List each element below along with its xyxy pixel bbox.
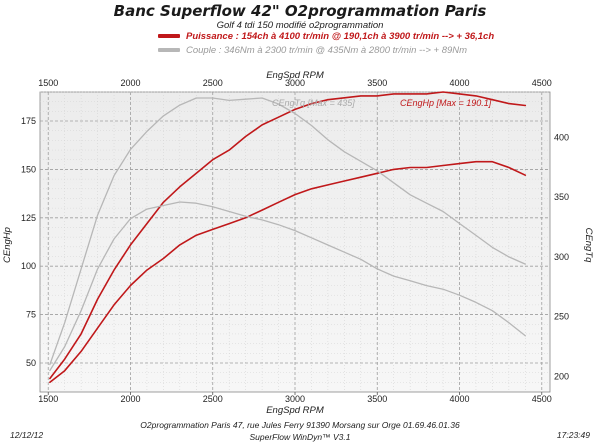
- x-tick-bottom-2000: 2000: [120, 394, 140, 404]
- x-axis-label-top: EngSpd RPM: [266, 70, 324, 81]
- x-tick-top-2000: 2000: [120, 78, 140, 88]
- footer-time: 17:23:49: [556, 430, 590, 440]
- series-line-2: [49, 97, 526, 366]
- y-left-tick-125: 125: [21, 213, 36, 223]
- x-tick-top-3500: 3500: [367, 78, 387, 88]
- curves: [49, 91, 527, 384]
- x-tick-top-4500: 4500: [532, 78, 552, 88]
- grid-lines: [40, 91, 550, 392]
- legend-swatch-power: [158, 34, 180, 39]
- x-tick-bottom-4500: 4500: [532, 394, 552, 404]
- x-tick-top-2500: 2500: [203, 78, 223, 88]
- y-right-tick-400: 400: [554, 132, 569, 142]
- x-tick-bottom-4000: 4000: [450, 394, 470, 404]
- x-tick-top-3000: 3000: [285, 78, 305, 88]
- series-line-1: [49, 160, 527, 384]
- axis-labels: EngSpd RPM EngSpd RPM CEngHp CEngTq CEng…: [2, 70, 594, 416]
- y-right-tick-200: 200: [554, 371, 569, 381]
- legend-item-power: Puissance : 154ch à 4100 tr/min @ 190,1c…: [158, 31, 494, 42]
- footer-date: 12/12/12: [10, 430, 44, 440]
- y-axis-label-left: CEngHp: [2, 227, 13, 263]
- x-tick-bottom-1500: 1500: [38, 394, 58, 404]
- chart-subtitle: Golf 4 tdi 150 modifié o2programmation: [216, 20, 384, 31]
- y-left-tick-75: 75: [26, 310, 36, 320]
- x-tick-bottom-2500: 2500: [203, 394, 223, 404]
- footer-software: SuperFlow WinDyn™ V3.1: [249, 432, 351, 442]
- annotation-power-max: CEngHp [Max = 190.1]: [400, 98, 492, 108]
- y-right-tick-300: 300: [554, 252, 569, 262]
- y-left-tick-150: 150: [21, 164, 36, 174]
- series-line-0: [49, 91, 527, 380]
- legend-item-torque: Couple : 346Nm à 2300 tr/min @ 435Nm à 2…: [158, 45, 467, 56]
- axis-ticks: 1500 1500 2000 2000 2500 2500 3000 3000 3500 3500…: [21, 78, 569, 404]
- y-axis-label-right: CEngTq: [583, 228, 594, 264]
- y-left-tick-50: 50: [26, 358, 36, 368]
- annotation-torque-max: CEngTq [Max = 435]: [272, 98, 355, 108]
- x-axis-label-bottom: EngSpd RPM: [266, 405, 324, 416]
- y-left-tick-100: 100: [21, 261, 36, 271]
- x-tick-top-4000: 4000: [450, 78, 470, 88]
- y-right-tick-350: 350: [554, 192, 569, 202]
- legend-label-power: Puissance : 154ch à 4100 tr/min @ 190,1c…: [186, 31, 495, 42]
- y-left-tick-175: 175: [21, 116, 36, 126]
- series-line-3: [49, 201, 526, 372]
- chart-title: Banc Superflow 42" O2programmation Paris: [113, 2, 487, 20]
- x-tick-bottom-3500: 3500: [367, 394, 387, 404]
- x-tick-bottom-3000: 3000: [285, 394, 305, 404]
- x-tick-top-1500: 1500: [38, 78, 58, 88]
- footer-address: O2programmation Paris 47, rue Jules Ferr…: [140, 420, 460, 430]
- y-right-tick-250: 250: [554, 312, 569, 322]
- legend-label-torque: Couple : 346Nm à 2300 tr/min @ 435Nm à 2…: [186, 45, 468, 56]
- legend-swatch-torque: [158, 48, 180, 53]
